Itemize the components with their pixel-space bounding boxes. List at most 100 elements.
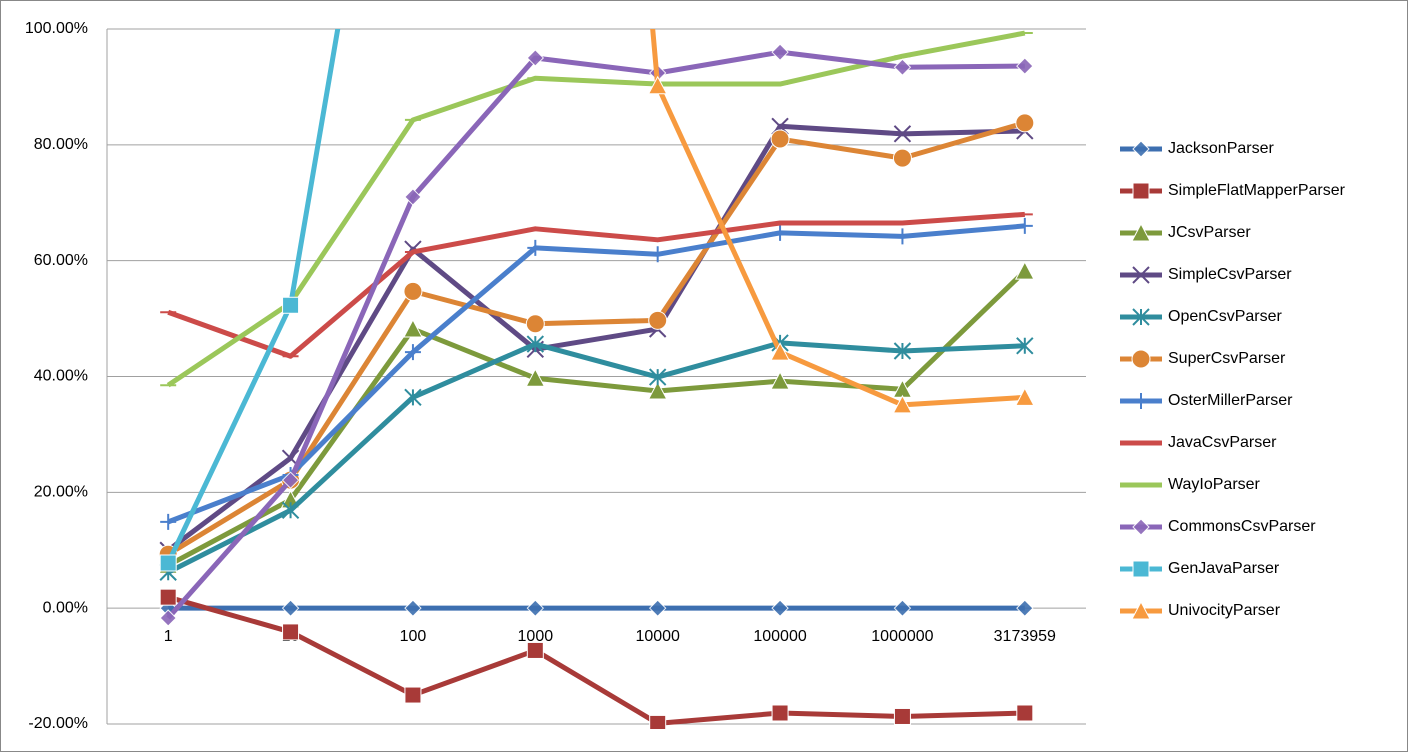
- marker: [771, 599, 789, 617]
- legend-label: SimpleFlatMapperParser: [1168, 182, 1346, 199]
- marker: [1132, 140, 1150, 158]
- marker: [648, 310, 668, 330]
- marker: [647, 380, 668, 400]
- marker: [281, 471, 300, 489]
- marker: [404, 686, 422, 704]
- legend-label: UnivocityParser: [1168, 602, 1281, 619]
- marker: [403, 281, 423, 301]
- marker: [1132, 560, 1150, 578]
- x-tick-label: 100: [400, 628, 427, 645]
- marker: [525, 314, 545, 334]
- marker: [525, 368, 546, 387]
- marker: [282, 296, 300, 314]
- legend-label: JacksonParser: [1168, 140, 1274, 157]
- series-line: [166, 120, 1026, 557]
- y-tick-label: 40.00%: [34, 368, 88, 385]
- marker: [1016, 599, 1034, 617]
- marker: [526, 49, 545, 67]
- series-line: [167, 211, 1025, 359]
- y-tick-label: 20.00%: [34, 484, 88, 501]
- marker: [1014, 261, 1035, 280]
- plot-area: [158, 29, 1035, 729]
- y-tick-label: -20.00%: [28, 715, 88, 732]
- marker: [1016, 337, 1034, 355]
- y-tick-label: 0.00%: [43, 599, 88, 616]
- marker: [893, 707, 911, 725]
- series-line: [166, 49, 1025, 620]
- marker: [770, 342, 790, 361]
- marker: [403, 318, 423, 338]
- legend-label: SuperCsvParser: [1168, 350, 1286, 367]
- marker: [527, 239, 544, 256]
- marker: [1132, 518, 1150, 536]
- marker: [771, 43, 789, 61]
- marker: [1016, 217, 1033, 234]
- marker: [649, 246, 666, 263]
- marker: [1016, 57, 1034, 75]
- marker: [404, 188, 422, 206]
- marker: [893, 58, 912, 76]
- marker: [282, 623, 300, 641]
- marker: [160, 513, 177, 530]
- marker: [892, 148, 912, 168]
- x-tick-label: 100000: [753, 628, 806, 645]
- x-tick-label: 10000: [635, 628, 680, 645]
- y-tick-label: 60.00%: [34, 252, 88, 269]
- legend-label: SimpleCsvParser: [1168, 266, 1292, 283]
- legend-label: JCsvParser: [1168, 224, 1251, 241]
- marker: [1132, 308, 1150, 326]
- marker: [770, 371, 790, 390]
- marker: [526, 599, 545, 617]
- legend-label: CommonsCsvParser: [1168, 518, 1316, 535]
- marker: [772, 224, 789, 241]
- marker: [893, 342, 912, 360]
- marker: [1131, 222, 1151, 242]
- marker: [894, 228, 911, 245]
- marker: [404, 344, 421, 361]
- marker: [648, 368, 667, 386]
- marker: [159, 609, 177, 627]
- series-line: [167, 223, 1026, 525]
- legend-label: GenJavaParser: [1168, 560, 1280, 577]
- marker: [647, 75, 668, 95]
- marker: [892, 394, 913, 414]
- series-line: [166, 123, 1025, 553]
- legend-label: WayIoParser: [1168, 476, 1261, 493]
- marker: [771, 704, 789, 722]
- marker: [893, 125, 912, 143]
- marker: [1014, 387, 1035, 406]
- marker: [1131, 349, 1151, 369]
- marker: [404, 599, 422, 617]
- marker: [649, 714, 667, 729]
- series-line: [167, 269, 1027, 568]
- marker: [1131, 600, 1151, 620]
- marker: [281, 599, 300, 617]
- legend-label: OpenCsvParser: [1168, 308, 1282, 325]
- marker: [893, 599, 912, 617]
- marker: [159, 588, 177, 606]
- y-tick-label: 80.00%: [34, 136, 88, 153]
- x-tick-label: 1: [164, 628, 173, 645]
- marker: [1016, 704, 1034, 722]
- marker: [770, 129, 790, 149]
- marker: [526, 335, 545, 353]
- legend-label: OsterMillerParser: [1168, 392, 1293, 409]
- x-tick-label: 3173959: [994, 628, 1056, 645]
- x-tick-label: 1000: [518, 628, 554, 645]
- marker: [526, 641, 544, 659]
- marker: [648, 599, 667, 617]
- y-tick-label: 100.00%: [25, 20, 88, 37]
- legend-label: JavaCsvParser: [1168, 434, 1277, 451]
- marker: [1015, 113, 1035, 133]
- marker: [1132, 182, 1150, 200]
- marker: [159, 554, 177, 572]
- marker: [1132, 266, 1150, 284]
- marker: [404, 388, 422, 407]
- series-line: [167, 340, 1025, 575]
- series-line: [166, 30, 1026, 388]
- marker: [1133, 393, 1149, 409]
- series-line: [167, 594, 1025, 726]
- x-tick-label: 1000000: [871, 628, 933, 645]
- marker: [281, 501, 300, 519]
